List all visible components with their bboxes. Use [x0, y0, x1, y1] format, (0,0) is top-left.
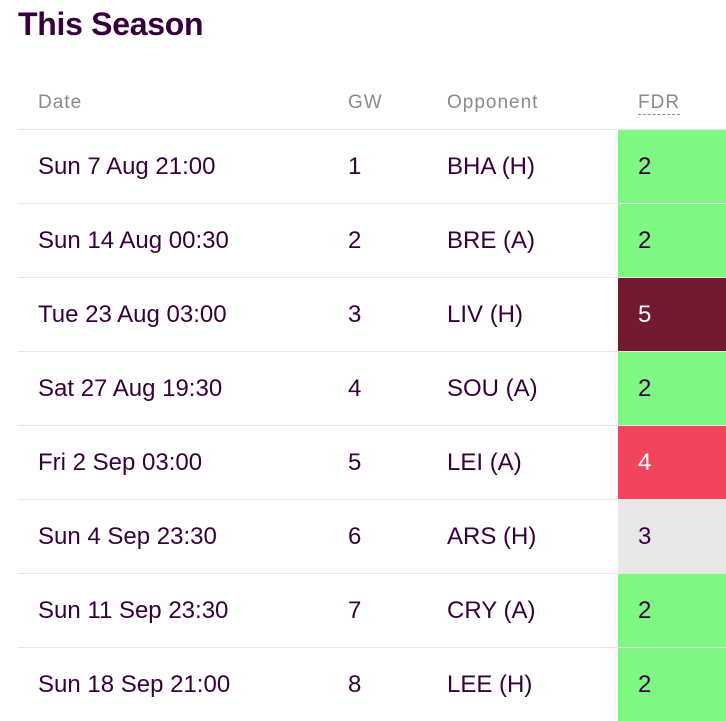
table-row: Tue 23 Aug 03:00 3 LIV (H) 5	[18, 278, 726, 352]
header-gw: GW	[348, 92, 383, 113]
fixture-date: Sat 27 Aug 19:30	[38, 375, 223, 402]
fixture-fdr-badge: 5	[618, 278, 726, 351]
fixture-opponent: BRE (A)	[447, 227, 536, 254]
fixture-fdr-badge: 2	[618, 352, 726, 425]
fixture-date: Fri 2 Sep 03:00	[38, 449, 203, 476]
fixtures-table: Date GW Opponent FDR Sun 7 Aug 21:00 1 B…	[18, 76, 726, 721]
fixture-opponent: LIV (H)	[447, 301, 524, 328]
header-fdr[interactable]: FDR	[638, 92, 681, 115]
fixture-date: Tue 23 Aug 03:00	[38, 301, 227, 328]
fixture-date: Sun 11 Sep 23:30	[38, 597, 229, 624]
fixture-opponent: CRY (A)	[447, 597, 536, 624]
fixture-gw: 1	[348, 153, 362, 180]
fixture-gw: 7	[348, 597, 362, 624]
fixture-gw: 2	[348, 227, 362, 254]
table-row: Sun 7 Aug 21:00 1 BHA (H) 2	[18, 130, 726, 204]
fixture-date: Sun 18 Sep 21:00	[38, 671, 231, 698]
fixture-date: Sun 7 Aug 21:00	[38, 153, 216, 180]
section-title: This Season	[18, 6, 204, 42]
header-date: Date	[38, 92, 83, 113]
table-row: Sun 18 Sep 21:00 8 LEE (H) 2	[18, 648, 726, 721]
table-row: Sat 27 Aug 19:30 4 SOU (A) 2	[18, 352, 726, 426]
fixture-fdr-badge: 2	[618, 130, 726, 203]
fixture-fdr-badge: 2	[618, 204, 726, 277]
fixture-opponent: LEI (A)	[447, 449, 522, 476]
table-row: Sun 11 Sep 23:30 7 CRY (A) 2	[18, 574, 726, 648]
fixture-date: Sun 14 Aug 00:30	[38, 227, 229, 254]
fixture-fdr-badge: 2	[618, 574, 726, 647]
fixture-opponent: SOU (A)	[447, 375, 538, 402]
fixture-fdr-badge: 2	[618, 648, 726, 721]
fixture-opponent: BHA (H)	[447, 153, 536, 180]
header-opponent: Opponent	[447, 92, 539, 113]
table-row: Sun 14 Aug 00:30 2 BRE (A) 2	[18, 204, 726, 278]
fixture-date: Sun 4 Sep 23:30	[38, 523, 217, 550]
fixture-gw: 3	[348, 301, 362, 328]
fixture-gw: 8	[348, 671, 362, 698]
fixture-gw: 5	[348, 449, 362, 476]
fixture-fdr-badge: 4	[618, 426, 726, 499]
fixture-fdr-badge: 3	[618, 500, 726, 573]
table-header: Date GW Opponent FDR	[18, 76, 726, 130]
fixture-gw: 4	[348, 375, 362, 402]
fixture-opponent: LEE (H)	[447, 671, 533, 698]
fixture-gw: 6	[348, 523, 362, 550]
fixture-opponent: ARS (H)	[447, 523, 537, 550]
table-row: Sun 4 Sep 23:30 6 ARS (H) 3	[18, 500, 726, 574]
table-row: Fri 2 Sep 03:00 5 LEI (A) 4	[18, 426, 726, 500]
